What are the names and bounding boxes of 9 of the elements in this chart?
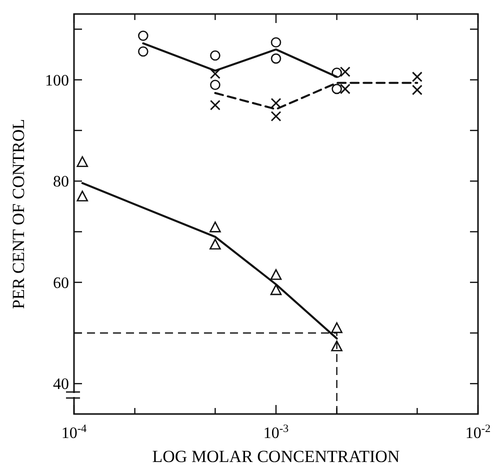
y-tick-label: 80 [53, 174, 69, 191]
x-tick-label: 10$^{-3}$ [263, 423, 290, 442]
x-tick-label: 10$^{-4}$ [61, 423, 88, 442]
y-tick-label: 100 [45, 72, 69, 90]
y-tick-label: 60 [53, 274, 69, 292]
x-axis-title: LOG MOLAR CONCENTRATION [152, 447, 400, 466]
y-axis-title: PER CENT OF CONTROL [9, 118, 28, 310]
x-tick-label: 10$^{-2}$ [465, 423, 491, 442]
y-tick-label: 40 [53, 376, 69, 394]
